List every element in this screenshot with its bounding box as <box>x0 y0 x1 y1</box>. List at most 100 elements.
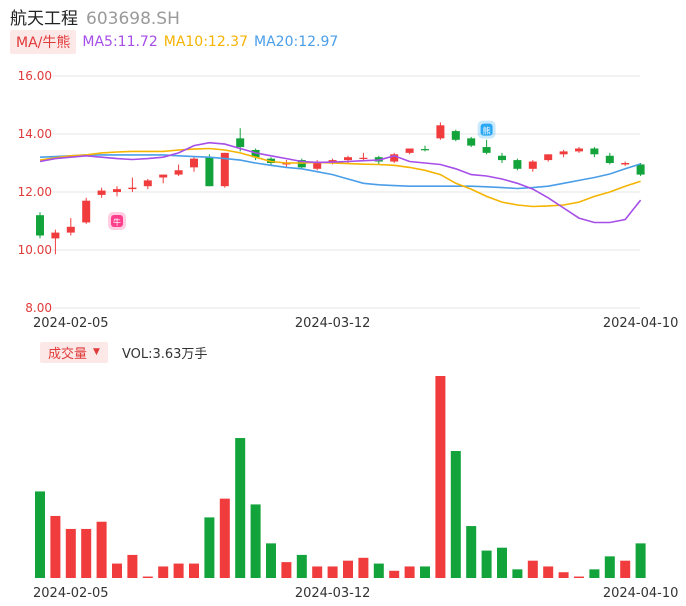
volume-bar <box>204 517 215 578</box>
volume-bar <box>281 562 292 578</box>
candle-body <box>544 154 553 161</box>
stock-title: 航天工程 603698.SH <box>10 4 180 29</box>
ma-selector-button[interactable]: MA/牛熊 <box>10 30 77 54</box>
volume-bar <box>296 554 307 578</box>
volume-bars <box>35 376 646 578</box>
volume-bar <box>266 543 276 578</box>
volume-bar <box>343 560 353 578</box>
volume-bar <box>358 557 369 578</box>
volume-bar <box>96 521 107 578</box>
candle-body <box>51 232 60 239</box>
volume-bar <box>173 563 184 578</box>
volume-bar <box>420 566 430 578</box>
volume-bar <box>250 504 261 578</box>
candle-body <box>621 163 630 165</box>
volume-bar <box>497 547 507 578</box>
volume-bar <box>589 569 600 578</box>
ma10-label: MA10:12.37 <box>163 34 249 50</box>
volume-legend: 成交量 ▼ VOL:3.63万手 <box>40 341 208 363</box>
bull-marker-icon-label: 牛 <box>113 217 121 227</box>
volume-bar <box>235 438 246 578</box>
candle-body <box>220 152 229 187</box>
candle-body <box>344 157 352 161</box>
ma5-line <box>39 141 642 224</box>
volume-bar <box>112 563 122 578</box>
caret-down-icon: ▼ <box>93 347 100 357</box>
x-tick-label: 2024-02-05 <box>33 316 109 331</box>
volume-bar <box>543 566 554 578</box>
candle-body <box>313 161 322 169</box>
volume-bar <box>127 554 138 578</box>
candle-body <box>590 148 599 155</box>
volume-bar <box>574 576 584 578</box>
candle-body <box>636 164 645 175</box>
candle-body <box>113 189 121 192</box>
volume-bar <box>512 569 523 578</box>
ma10-line <box>39 147 641 208</box>
candle-body <box>159 174 168 178</box>
y-tick-label: 10.00 <box>18 243 52 257</box>
candle-body <box>97 190 106 195</box>
volume-bar <box>466 526 477 578</box>
candle-body <box>128 187 137 190</box>
volume-bar <box>35 491 45 578</box>
volume-bar <box>389 570 400 578</box>
candle-body <box>436 125 445 139</box>
volume-selector-label: 成交量 <box>48 346 88 362</box>
volume-bar <box>481 550 492 578</box>
x-tick-label: 2024-02-05 <box>33 586 109 601</box>
candle-body <box>205 157 214 187</box>
volume-bar <box>635 543 646 578</box>
volume-bar <box>435 376 446 578</box>
volume-bar <box>189 563 199 578</box>
stock-name: 航天工程 <box>10 9 78 29</box>
volume-bar <box>620 560 631 578</box>
volume-bar <box>604 556 615 578</box>
volume-bar <box>219 498 230 578</box>
candlestick-series <box>36 122 645 255</box>
volume-bar <box>81 528 92 578</box>
y-tick-label: 16.00 <box>18 69 52 83</box>
volume-date-axis: 2024-02-05 2024-03-12 2024-04-10 <box>33 586 678 601</box>
y-tick-label: 8.00 <box>25 301 52 315</box>
volume-bar <box>312 566 323 578</box>
volume-bar <box>373 563 384 578</box>
y-tick-label: 14.00 <box>18 127 52 141</box>
candle-body <box>575 148 583 152</box>
ma-legend: MA/牛熊 MA5:11.72 MA10:12.37 MA20:12.97 <box>10 30 344 54</box>
candle-body <box>605 155 614 163</box>
candle-body <box>405 148 414 153</box>
candle-body <box>190 158 198 168</box>
candle-body <box>36 215 44 236</box>
volume-bar <box>404 566 415 578</box>
moving-average-lines <box>39 141 642 224</box>
candle-body <box>143 180 152 187</box>
x-tick-label: 2024-04-10 <box>603 586 679 601</box>
volume-bar <box>142 576 153 578</box>
candle-body <box>359 157 368 159</box>
volume-value: VOL:3.63万手 <box>121 346 208 362</box>
volume-bar <box>558 572 569 578</box>
x-tick-label: 2024-03-12 <box>295 316 371 331</box>
ma5-label: MA5:11.72 <box>82 34 158 50</box>
x-tick-label: 2024-04-10 <box>603 316 679 331</box>
volume-selector-button[interactable]: 成交量 ▼ <box>40 341 108 363</box>
candle-body <box>513 160 522 169</box>
candle-body <box>467 138 476 146</box>
candle-body <box>498 155 506 161</box>
candle-body <box>482 147 491 153</box>
volume-bar <box>158 566 169 578</box>
volume-bar <box>327 566 338 578</box>
volume-bar <box>527 560 538 578</box>
bear-marker-icon-badge <box>480 123 493 136</box>
price-date-axis: 2024-02-05 2024-03-12 2024-04-10 <box>33 316 678 331</box>
y-tick-label: 12.00 <box>18 185 52 199</box>
ma20-label: MA20:12.97 <box>254 34 339 50</box>
candle-body <box>421 149 429 151</box>
volume-bar <box>450 451 461 578</box>
stock-code: 603698.SH <box>86 9 180 29</box>
bull-marker-icon-badge <box>111 215 123 227</box>
volume-bar <box>50 515 61 578</box>
x-tick-label: 2024-03-12 <box>295 586 371 601</box>
